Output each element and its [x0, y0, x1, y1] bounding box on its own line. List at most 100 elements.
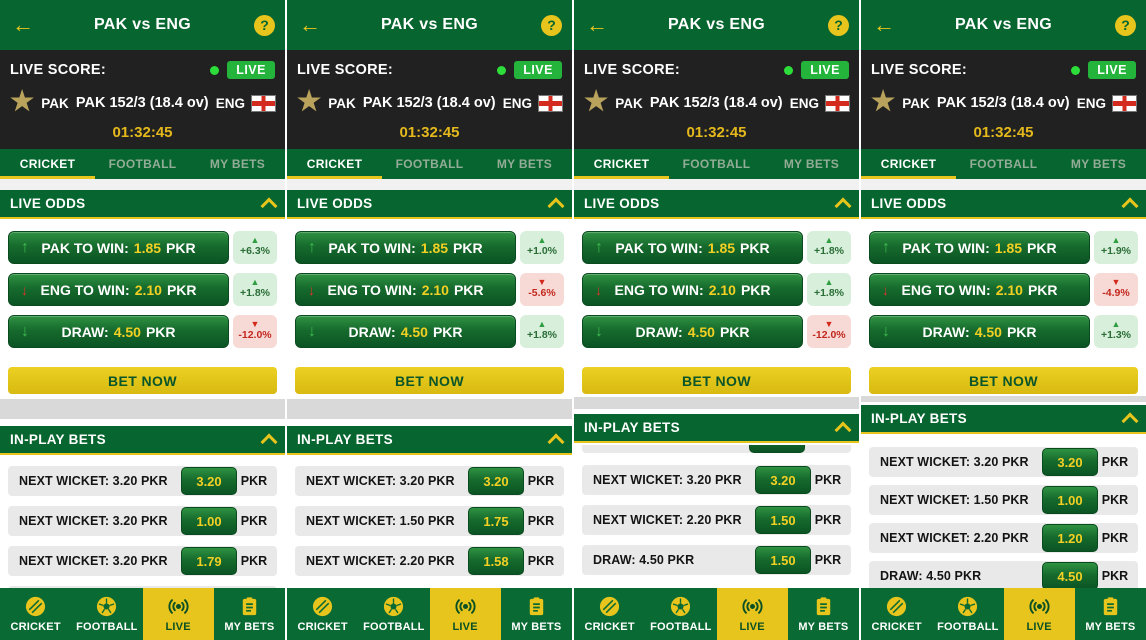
odds-button[interactable]: ↓ ENG TO WIN: 2.10 PKR: [8, 273, 229, 306]
odds-button[interactable]: ↓ ENG TO WIN: 2.10 PKR: [295, 273, 516, 306]
help-button[interactable]: ?: [828, 14, 849, 36]
inplay-bet-row[interactable]: NEXT WICKET: 3.20 PKR 1.79 PKR: [8, 546, 277, 576]
nav-item-my-bets[interactable]: MY BETS: [501, 588, 572, 640]
odds-button[interactable]: ↑ PAK TO WIN: 1.85 PKR: [582, 231, 803, 264]
live-score-label: LIVE SCORE:: [871, 62, 967, 78]
odds-button[interactable]: ↓ DRAW: 4.50 PKR: [869, 315, 1090, 348]
nav-item-cricket[interactable]: CRICKET: [0, 588, 71, 640]
odds-button[interactable]: ↓ ENG TO WIN: 2.10 PKR: [869, 273, 1090, 306]
inplay-bet-row[interactable]: NEXT WICKET: 3.20 PKR 3.20 PKR: [295, 466, 564, 496]
odds-button[interactable]: ↑ PAK TO WIN: 1.85 PKR: [8, 231, 229, 264]
nav-item-my-bets[interactable]: MY BETS: [788, 588, 859, 640]
cricket-ball-icon: [313, 596, 333, 617]
odds-value-chip[interactable]: 1.20: [1042, 524, 1098, 552]
inplay-bet-row[interactable]: NEXT WICKET: 3.20 PKR 3.20 PKR: [869, 447, 1138, 477]
odds-value-chip[interactable]: 1.79: [181, 547, 237, 575]
change-badge: ▼ -12.0%: [233, 315, 277, 348]
bet-now-button[interactable]: BET NOW: [582, 367, 851, 394]
odds-value-chip[interactable]: 1.50: [755, 506, 811, 534]
inplay-bet-row[interactable]: NEXT WICKET: 3.20 PKR 1.00 PKR: [8, 506, 277, 536]
odds-value-chip[interactable]: 1.00: [1042, 486, 1098, 514]
inplay-bet-row[interactable]: DRAW: 4.50 PKR 1.50 PKR: [582, 545, 851, 575]
bet-now-button[interactable]: BET NOW: [8, 367, 277, 394]
tab-my-bets[interactable]: MY BETS: [209, 157, 266, 171]
nav-item-cricket[interactable]: CRICKET: [574, 588, 645, 640]
tab-my-bets[interactable]: MY BETS: [1070, 157, 1127, 171]
tab-football[interactable]: FOOTBALL: [969, 157, 1038, 171]
inplay-bet-row[interactable]: DRAW: 4.50 PKR 4.50 PKR: [869, 561, 1138, 591]
tab-cricket[interactable]: CRICKET: [593, 157, 650, 171]
live-odds-header[interactable]: LIVE ODDS: [861, 190, 1146, 219]
inplay-bet-row[interactable]: NEXT WICKET: 2.20 PKR 1.50 PKR: [582, 505, 851, 535]
odds-value-chip[interactable]: 1.00: [181, 507, 237, 535]
odds-value-chip[interactable]: 3.20: [468, 467, 524, 495]
odds-row: ↑ PAK TO WIN: 1.85 PKR ▲ +1.0%: [295, 231, 564, 264]
help-button[interactable]: ?: [541, 14, 562, 36]
odds-button[interactable]: ↓ DRAW: 4.50 PKR: [295, 315, 516, 348]
odds-value-chip[interactable]: 1.58: [468, 547, 524, 575]
tab-football[interactable]: FOOTBALL: [682, 157, 751, 171]
nav-label: FOOTBALL: [937, 621, 999, 633]
odds-button[interactable]: ↓ ENG TO WIN: 2.10 PKR: [582, 273, 803, 306]
tab-football[interactable]: FOOTBALL: [108, 157, 177, 171]
bet-now-button[interactable]: BET NOW: [295, 367, 564, 394]
nav-item-live[interactable]: LIVE: [142, 588, 214, 640]
odds-label: ENG TO WIN:: [614, 281, 704, 298]
currency-label: PKR: [240, 514, 268, 528]
tab-my-bets[interactable]: MY BETS: [783, 157, 840, 171]
odds-value-chip[interactable]: 3.20: [1042, 448, 1098, 476]
tab-cricket[interactable]: CRICKET: [880, 157, 937, 171]
bottom-nav: CRICKET FOOTBALL LIVE: [287, 588, 572, 640]
back-arrow-icon[interactable]: ←: [299, 12, 321, 37]
back-arrow-icon[interactable]: ←: [586, 12, 608, 37]
in-play-bets-header[interactable]: IN-PLAY BETS: [0, 426, 285, 455]
nav-item-my-bets[interactable]: MY BETS: [214, 588, 285, 640]
nav-item-cricket[interactable]: CRICKET: [861, 588, 932, 640]
nav-item-football[interactable]: FOOTBALL: [358, 588, 429, 640]
inplay-bet-row[interactable]: NEXT WICKET: 1.50 PKR 1.00 PKR: [869, 485, 1138, 515]
help-button[interactable]: ?: [1115, 14, 1136, 36]
nav-item-live[interactable]: LIVE: [716, 588, 788, 640]
away-team: ENG: [216, 95, 275, 111]
in-play-bets-header[interactable]: IN-PLAY BETS: [574, 414, 859, 443]
tab-my-bets[interactable]: MY BETS: [496, 157, 553, 171]
back-arrow-icon[interactable]: ←: [873, 12, 895, 37]
inplay-bet-row[interactable]: NEXT WICKET: 2.20 PKR 1.58 PKR: [295, 546, 564, 576]
nav-item-my-bets[interactable]: MY BETS: [1075, 588, 1146, 640]
help-button[interactable]: ?: [254, 14, 275, 36]
live-odds-header[interactable]: LIVE ODDS: [287, 190, 572, 219]
nav-item-cricket[interactable]: CRICKET: [287, 588, 358, 640]
bet-now-button[interactable]: BET NOW: [869, 367, 1138, 394]
inplay-bet-row[interactable]: NEXT WICKET: 3.20 PKR 3.20 PKR: [582, 465, 851, 495]
nav-item-football[interactable]: FOOTBALL: [932, 588, 1003, 640]
tab-cricket[interactable]: CRICKET: [19, 157, 76, 171]
inplay-bet-row[interactable]: NEXT WICKET: 1.50 PKR 1.75 PKR: [295, 506, 564, 536]
nav-item-live[interactable]: LIVE: [429, 588, 501, 640]
nav-item-football[interactable]: FOOTBALL: [645, 588, 716, 640]
in-play-bets-header[interactable]: IN-PLAY BETS: [861, 405, 1146, 434]
nav-item-live[interactable]: LIVE: [1003, 588, 1075, 640]
odds-button[interactable]: ↑ PAK TO WIN: 1.85 PKR: [869, 231, 1090, 264]
inplay-bet-row[interactable]: NEXT WICKET: 2.20 PKR 1.20 PKR: [869, 523, 1138, 553]
nav-item-football[interactable]: FOOTBALL: [71, 588, 142, 640]
inplay-bet-row[interactable]: NEXT WICKET: 3.20 PKR 3.20 PKR: [8, 466, 277, 496]
odds-button[interactable]: ↓ DRAW: 4.50 PKR: [8, 315, 229, 348]
live-badge: LIVE: [514, 61, 562, 79]
odds-value-chip[interactable]: 3.20: [755, 466, 811, 494]
football-icon: [97, 596, 117, 617]
odds-value-chip[interactable]: 1.75: [468, 507, 524, 535]
live-odds-header[interactable]: LIVE ODDS: [574, 190, 859, 219]
odds-value-chip[interactable]: 1.50: [755, 546, 811, 574]
odds-value-chip[interactable]: 4.50: [1042, 562, 1098, 590]
currency-label: PKR: [814, 553, 842, 567]
odds-button[interactable]: ↓ DRAW: 4.50 PKR: [582, 315, 803, 348]
change-percent: -12.0%: [238, 329, 272, 342]
tab-cricket[interactable]: CRICKET: [306, 157, 363, 171]
odds-value-chip[interactable]: 3.20: [181, 467, 237, 495]
in-play-bets-header[interactable]: IN-PLAY BETS: [287, 426, 572, 455]
away-team-code: ENG: [502, 95, 532, 111]
live-odds-header[interactable]: LIVE ODDS: [0, 190, 285, 219]
tab-football[interactable]: FOOTBALL: [395, 157, 464, 171]
back-arrow-icon[interactable]: ←: [12, 12, 34, 37]
odds-button[interactable]: ↑ PAK TO WIN: 1.85 PKR: [295, 231, 516, 264]
